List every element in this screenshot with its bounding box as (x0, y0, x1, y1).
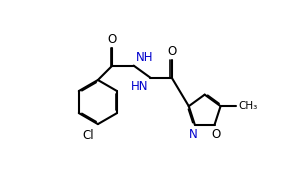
Text: Cl: Cl (82, 129, 94, 142)
Text: NH: NH (136, 51, 153, 64)
Text: HN: HN (131, 80, 149, 93)
Text: N: N (189, 128, 198, 141)
Text: O: O (211, 128, 220, 141)
Text: CH₃: CH₃ (238, 101, 257, 111)
Text: O: O (108, 33, 117, 46)
Text: O: O (167, 45, 176, 58)
